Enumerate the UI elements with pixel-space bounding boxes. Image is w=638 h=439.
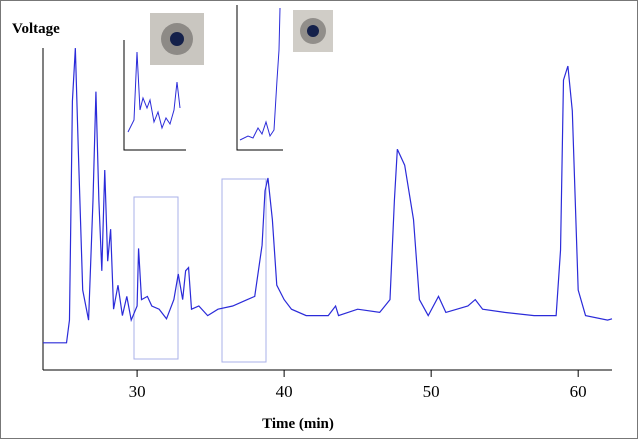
x-tick-label: 40	[276, 382, 293, 401]
inset-trace	[239, 7, 281, 141]
inset-axes	[123, 40, 186, 151]
photo-dot	[307, 25, 319, 37]
y-axis-label: Voltage	[12, 21, 60, 37]
trace	[43, 48, 613, 344]
inset-trace	[127, 51, 181, 133]
x-tick-label: 60	[570, 382, 587, 401]
inset-axes	[236, 5, 283, 151]
highlight-box	[221, 178, 267, 363]
x-tick-label: 50	[423, 382, 440, 401]
inset	[123, 13, 204, 151]
photo-dot	[170, 32, 184, 46]
inset	[236, 5, 333, 151]
x-axis-label: Time (min)	[262, 416, 334, 432]
x-tick-label: 30	[129, 382, 146, 401]
